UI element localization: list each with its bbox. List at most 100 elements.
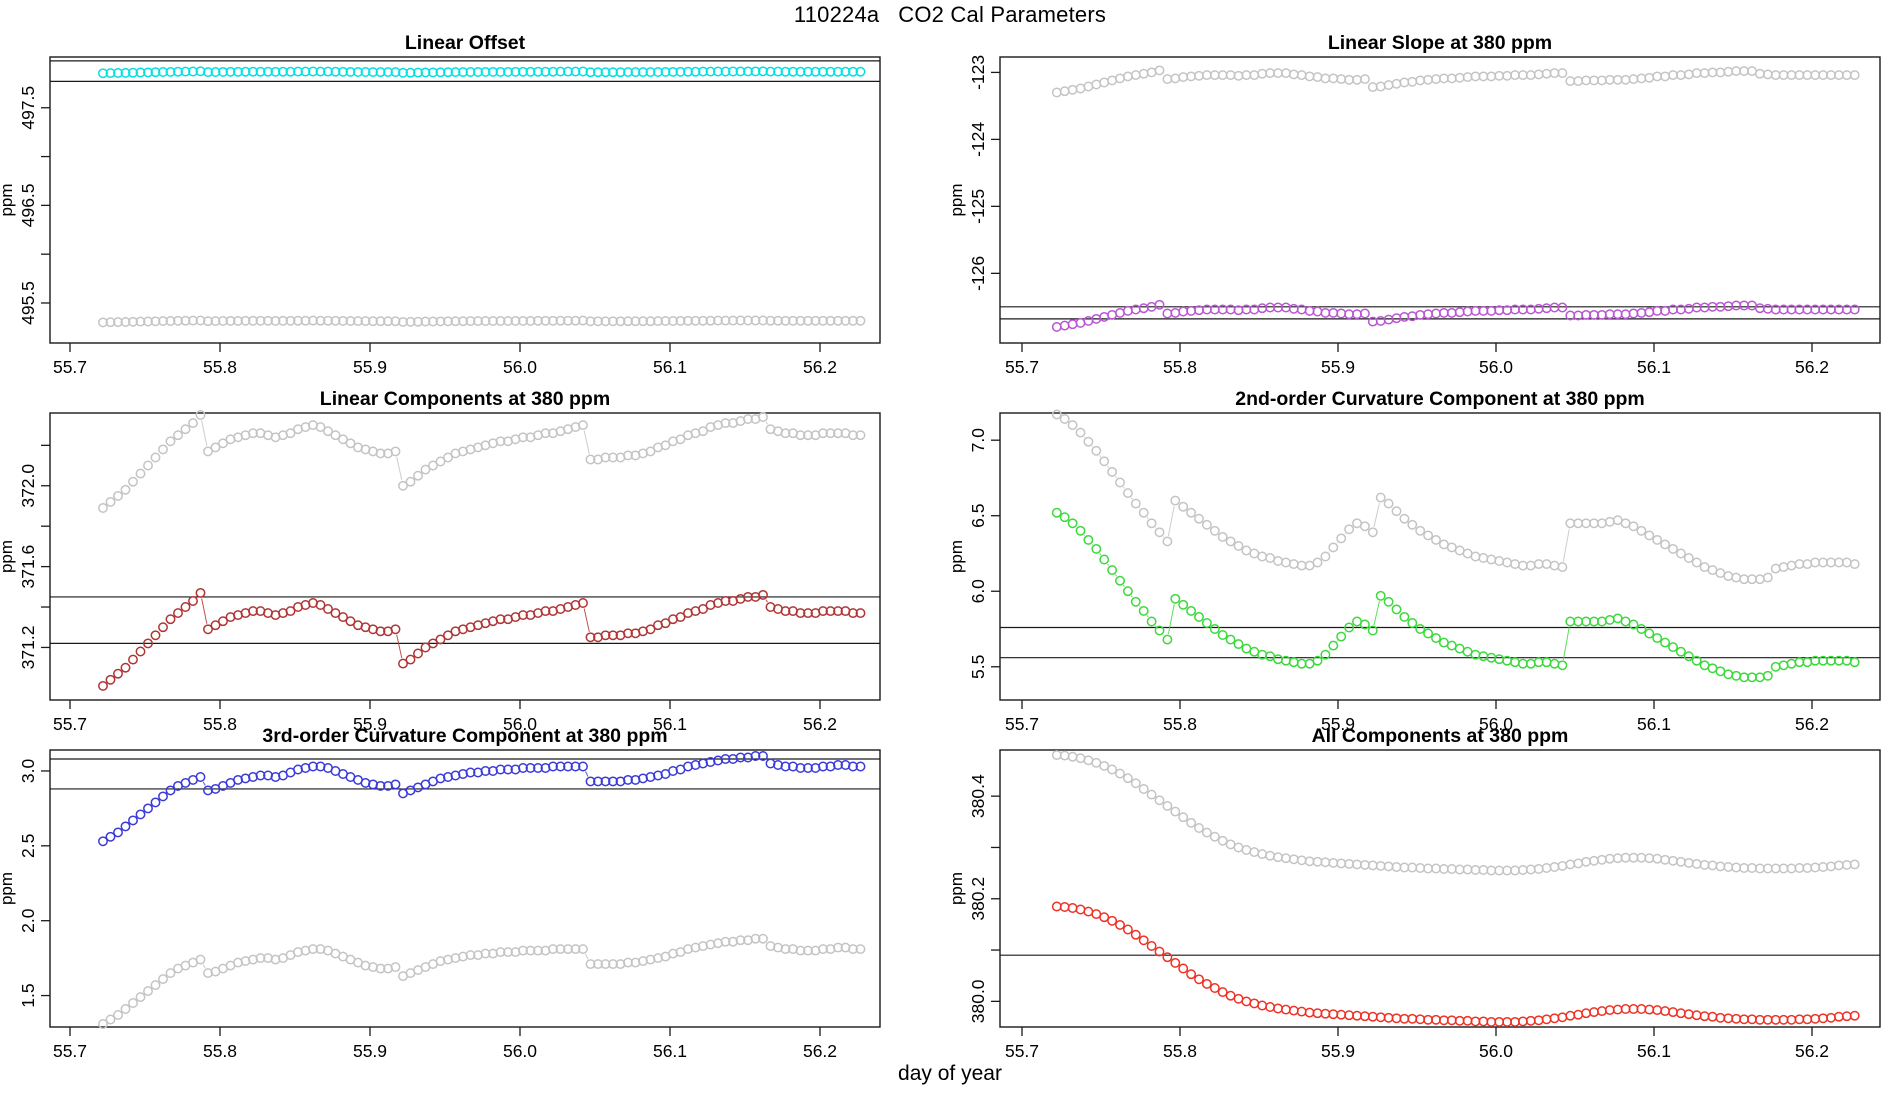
data-point [1352,616,1362,627]
data-point [585,454,596,465]
data-point [615,316,626,327]
data-point [180,315,191,326]
data-point [1691,1010,1702,1021]
data-point [1352,74,1362,85]
connector-line [1130,497,1133,500]
data-point [1233,70,1244,81]
data-point [1596,309,1607,320]
x-axis: 55.7 55.8 55.9 56.0 56.1 56.2 [53,343,837,377]
data-point [1723,301,1734,312]
data-point [660,618,671,629]
data-point [1573,518,1584,529]
connector-line [1328,649,1330,651]
series-linear-reference [98,410,866,513]
connector-line [1091,445,1093,447]
data-point [1320,307,1331,318]
data-point [1636,73,1647,84]
data-point [1423,309,1434,320]
connector-line [1162,634,1165,636]
data-point [818,66,828,77]
data-point [1549,302,1560,313]
data-point [585,67,596,78]
data-point [698,66,708,77]
data-point [780,761,791,772]
data-point [698,604,708,614]
data-point [848,315,858,326]
y-axis-title: ppm [947,540,966,573]
data-point [1612,74,1623,85]
data-point [488,316,498,326]
data-point [405,316,416,327]
data-point [780,606,791,617]
data-point [443,316,453,327]
svg-text:56.0: 56.0 [503,1041,537,1061]
data-point [1138,303,1149,314]
svg-text:-125: -125 [968,189,988,224]
data-point [1059,750,1070,761]
data-point [1233,993,1244,1004]
data-point [1683,651,1694,662]
svg-text:55.7: 55.7 [53,714,87,734]
data-point [1115,768,1125,779]
data-point [555,761,566,772]
data-point [1438,864,1449,874]
data-point [1683,553,1694,563]
data-point [1375,315,1386,326]
data-point [195,954,206,965]
data-point [1770,661,1781,672]
data-point [1304,305,1315,316]
data-point [1589,75,1599,86]
data-point [1802,559,1813,570]
connector-line [1115,476,1118,479]
data-point [323,604,333,614]
data-point [1470,305,1481,316]
data-point [218,66,228,77]
data-point [1225,990,1236,1001]
data-point [1257,68,1268,79]
data-point [1209,831,1220,842]
data-point [1454,643,1465,654]
data-point [435,316,446,327]
data-point [1186,305,1197,316]
data-point [1201,978,1212,989]
data-point [758,315,768,326]
data-point [1636,307,1647,318]
data-point [203,316,213,327]
x-axis: 55.7 55.8 55.9 56.0 56.1 56.2 [53,1027,837,1061]
data-point [1178,72,1189,83]
data-point [1723,1013,1734,1024]
data-point [1636,852,1647,863]
data-point [1754,1014,1765,1025]
data-point [825,428,836,439]
data-point [1194,513,1204,524]
data-point [848,66,858,77]
data-point [1620,1004,1631,1014]
data-point [848,430,858,441]
data-point [1383,498,1394,509]
data-point [255,953,266,964]
data-point [330,315,341,326]
panel-title: All Components at 380 ppm [1312,725,1569,747]
data-point [675,612,686,623]
data-point [1660,854,1671,865]
data-point [375,780,386,791]
data-point [465,316,476,327]
data-point [465,767,476,778]
data-point [675,66,686,77]
data-point [1170,495,1181,506]
data-point [1589,1007,1599,1018]
data-point [1344,622,1355,633]
data-point [1312,1008,1323,1019]
data-point [1099,456,1110,467]
data-point [728,66,738,77]
data-point [653,67,663,77]
data-point [1541,559,1552,570]
data-point [1107,565,1118,576]
data-point [1620,309,1631,320]
data-point [630,67,641,78]
data-point [1115,919,1125,930]
data-point [375,963,386,974]
data-point [1604,614,1615,625]
data-point [1699,68,1710,79]
